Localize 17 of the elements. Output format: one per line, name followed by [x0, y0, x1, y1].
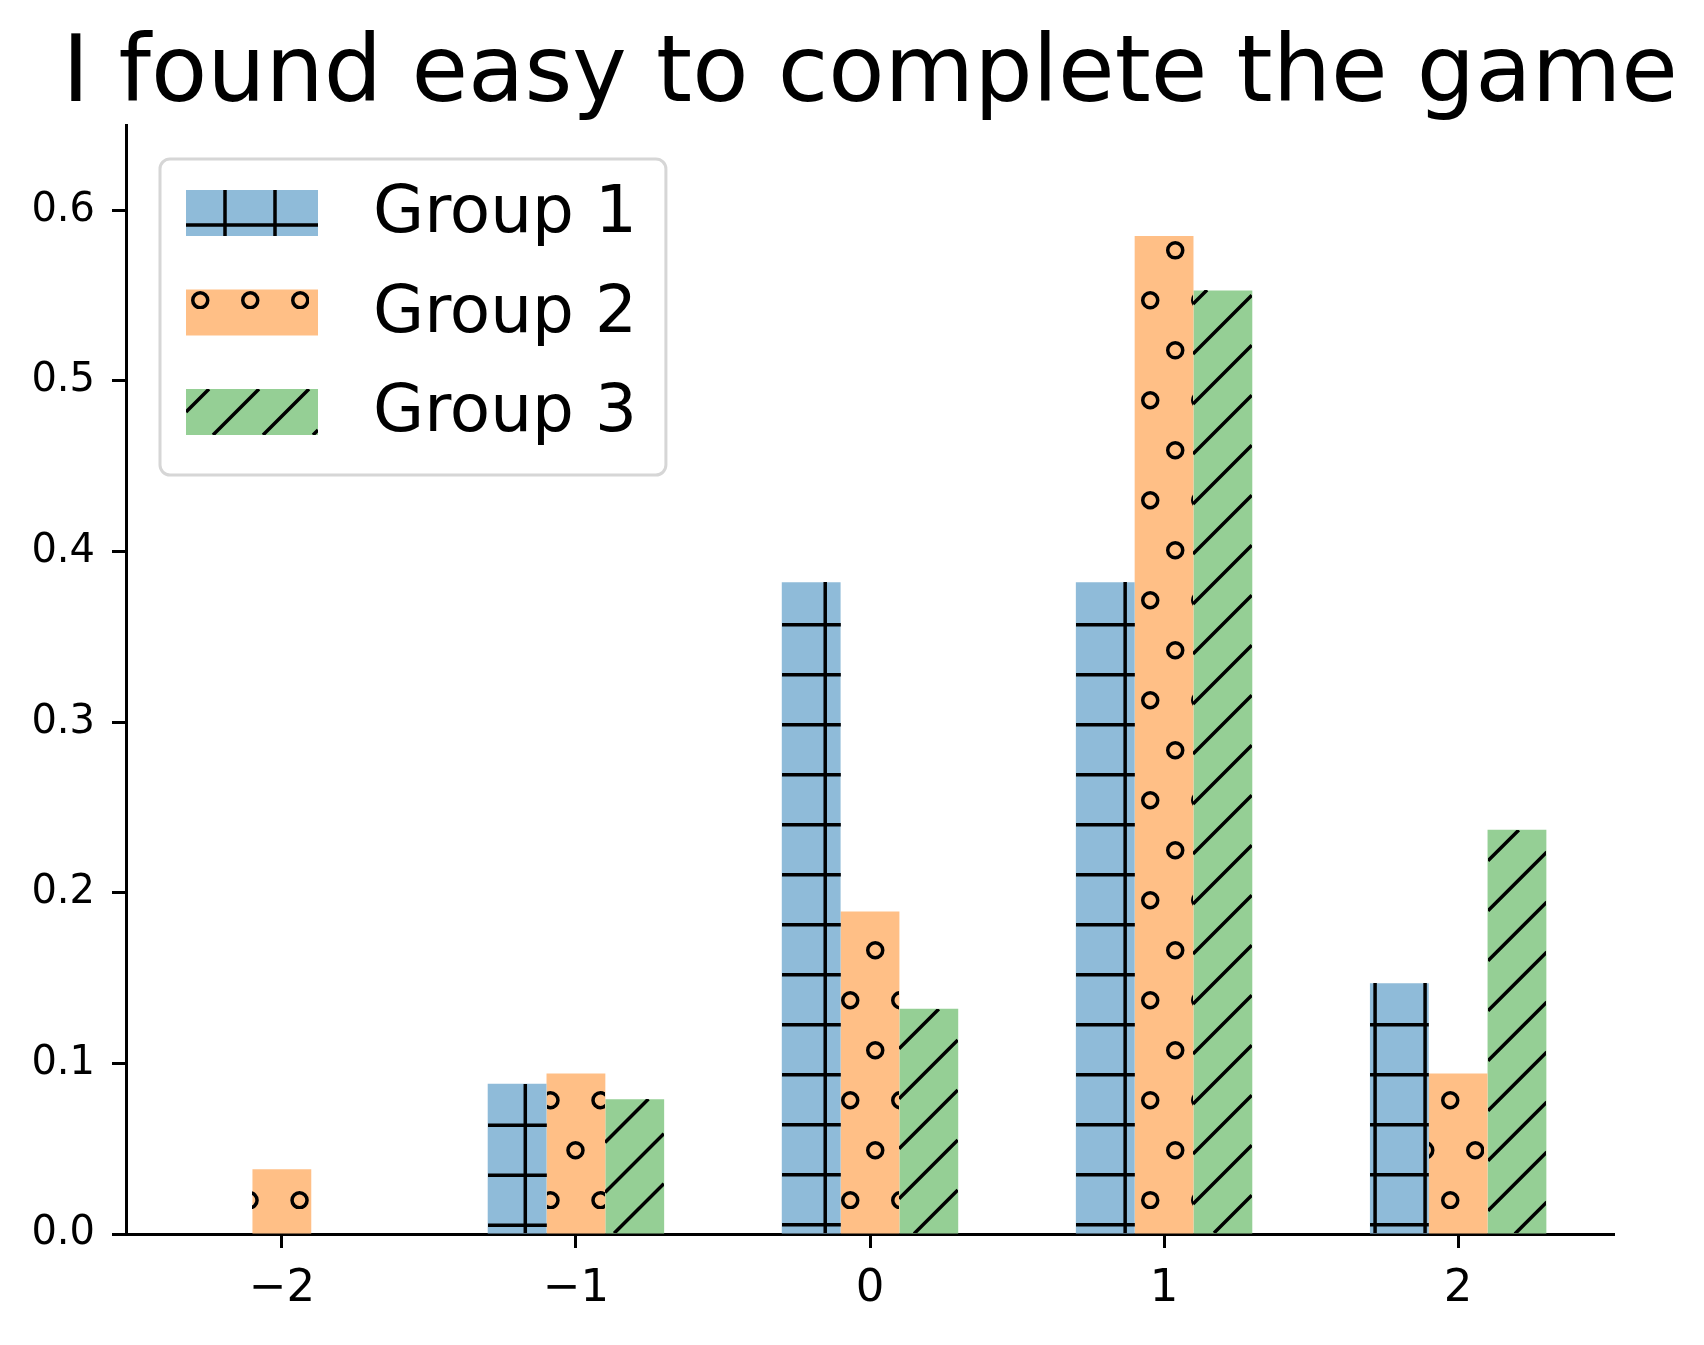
y-tick-label: 0.2 — [31, 866, 95, 913]
y-tick-label: 0.5 — [31, 354, 95, 401]
bar — [252, 1169, 312, 1234]
y-tick-label: 0.3 — [31, 695, 95, 742]
legend-label: Group 1 — [373, 171, 637, 249]
chart-title: I found easy to complete the game — [62, 16, 1678, 123]
y-tick-label: 0.4 — [31, 524, 95, 571]
x-tick-label: −1 — [542, 1258, 610, 1312]
x-tick-label: 0 — [855, 1258, 885, 1312]
y-tick-label: 0.1 — [31, 1036, 95, 1083]
y-tick-label: 0.0 — [31, 1207, 95, 1254]
x-tick-label: 1 — [1149, 1258, 1179, 1312]
legend-label: Group 2 — [373, 270, 637, 348]
legend-label: Group 3 — [373, 370, 637, 448]
x-tick-label: 2 — [1443, 1258, 1473, 1312]
y-tick-label: 0.6 — [31, 183, 95, 230]
x-tick-label: −2 — [248, 1258, 316, 1312]
